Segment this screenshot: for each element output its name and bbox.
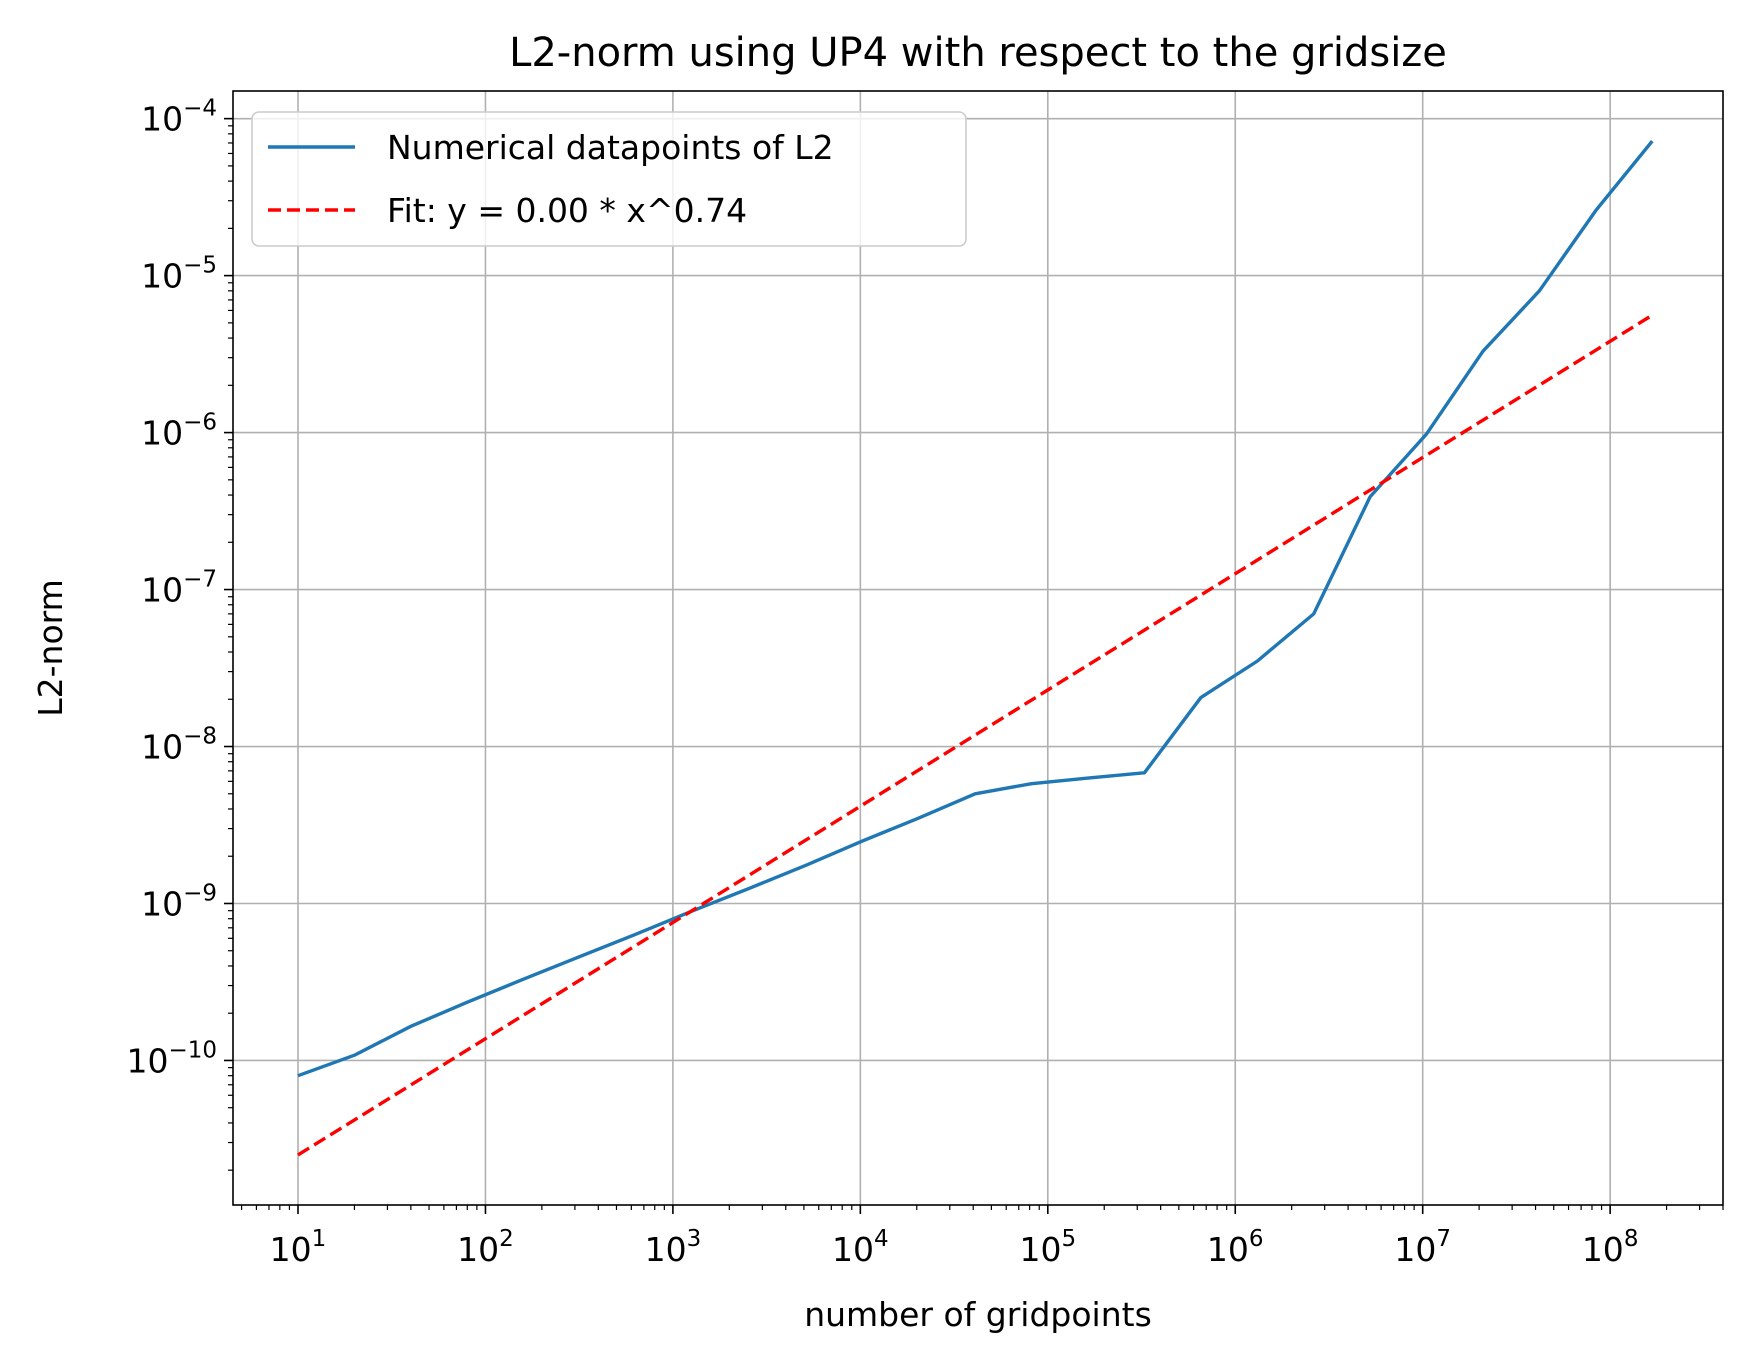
x-tick-label: 102: [457, 1226, 514, 1269]
plot-frame: [232, 90, 1724, 1206]
y-tick-label: 10−9: [141, 880, 217, 923]
x-tick-label: 103: [645, 1226, 702, 1269]
x-tick-label: 101: [270, 1226, 327, 1269]
x-axis-label: number of gridpoints: [804, 1295, 1152, 1334]
y-tick-label: 10−4: [141, 96, 217, 139]
y-tick-label: 10−7: [141, 567, 217, 610]
y-tick-label: 10−10: [126, 1037, 217, 1080]
y-tick-label: 10−6: [141, 410, 217, 453]
chart-title: L2-norm using UP4 with respect to the gr…: [509, 30, 1447, 76]
legend: Numerical datapoints of L2 Fit: y = 0.00…: [251, 111, 967, 247]
series-layer: [297, 139, 1654, 1157]
legend-box: [251, 111, 967, 247]
major-ticks: [224, 117, 1611, 1214]
x-tick-label: 108: [1582, 1226, 1639, 1269]
y-tick-label: 10−5: [141, 253, 217, 296]
grid: [233, 91, 1723, 1205]
x-tick-label: 107: [1394, 1226, 1451, 1269]
minor-ticks: [228, 125, 1724, 1210]
legend-label-numerical: Numerical datapoints of L2: [387, 128, 834, 167]
x-tick-label: 104: [832, 1226, 889, 1269]
tick-labels: 101 102 103 104 105 106 107 108 10−10 10−9 10−8 10−…: [126, 96, 1638, 1269]
x-tick-label: 106: [1207, 1226, 1264, 1269]
y-tick-label: 10−8: [141, 724, 217, 767]
y-axis-label: L2-norm: [31, 579, 70, 717]
series-line-numerical: [297, 139, 1654, 1078]
x-tick-label: 105: [1019, 1226, 1076, 1269]
legend-label-fit: Fit: y = 0.00 * x^0.74: [387, 191, 747, 230]
